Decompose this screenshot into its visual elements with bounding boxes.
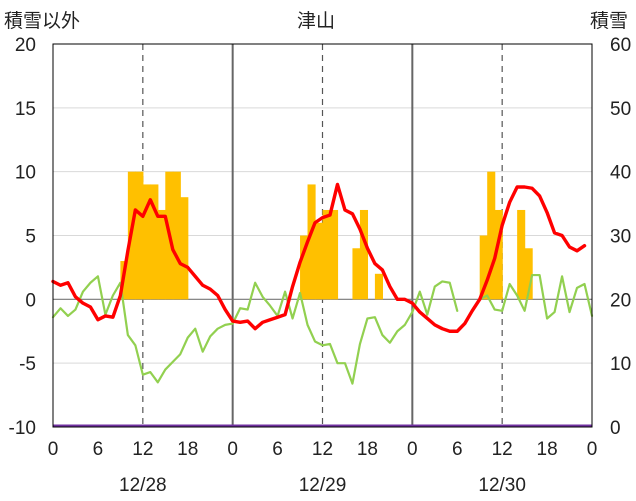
x-tick-label: 6 [93,439,104,460]
x-tick-label: 0 [587,439,598,460]
green-line [51,273,594,385]
chart-title: 津山 [297,11,336,32]
snow-bar [494,209,503,300]
x-tick-label: 12 [312,439,333,460]
x-tick-label: 18 [177,439,198,460]
snow-bar [359,209,369,300]
right-tick-label: 50 [610,99,631,120]
date-label: 12/29 [299,475,347,496]
left-tick-label: 10 [15,163,36,184]
x-tick-label: 12 [132,439,153,460]
date-label: 12/28 [119,475,167,496]
temperature-line [51,182,587,333]
snow-bar [307,184,316,300]
x-tick-label: 0 [407,439,418,460]
right-axis-ticks: 60 50 40 30 20 10 0 [610,35,631,439]
right-tick-label: 20 [610,290,631,311]
right-tick-label: 60 [610,35,631,56]
snow-bar [135,171,144,300]
snow-bar [524,248,533,300]
snow-bar [300,235,309,300]
right-tick-label: 40 [610,163,631,184]
left-axis-label: 積雪以外 [4,11,81,32]
date-labels: 12/28 12/29 12/30 [119,475,526,496]
snow-bar [479,235,488,300]
snow-bar [352,248,361,300]
left-tick-label: 20 [15,35,36,56]
x-tick-label: 6 [452,439,463,460]
date-label: 12/30 [478,475,526,496]
snow-bar [142,184,151,300]
left-tick-label: -5 [19,354,36,375]
right-axis-label: 積雪 [590,11,629,32]
left-tick-label: 5 [25,227,36,248]
x-tick-label: 18 [537,439,558,460]
snow-bar [322,209,331,300]
left-axis-ticks: 20 15 10 5 0 -5 -10 [9,35,36,439]
snow-bar [172,171,181,300]
snow-bar [315,222,324,300]
lines [51,182,594,428]
snow-bar [157,209,166,300]
snow-bar [374,273,383,300]
snow-bar [517,209,526,300]
x-tick-label: 0 [48,439,59,460]
x-tick-label: 6 [272,439,283,460]
left-tick-label: -10 [9,418,36,439]
snow-bar [180,197,189,300]
snow-bar [487,171,496,300]
right-tick-label: 30 [610,227,631,248]
snow-bar [329,209,339,300]
x-tick-label: 12 [492,439,513,460]
left-tick-label: 15 [15,99,36,120]
right-tick-label: 10 [610,354,631,375]
left-tick-label: 0 [25,290,36,311]
x-tick-label: 18 [357,439,378,460]
right-tick-label: 0 [610,418,621,439]
x-axis-ticks: 0 6 12 18 0 6 12 18 0 6 12 18 0 [48,439,598,460]
snow-bar [150,184,159,300]
plot-frame [52,43,593,428]
x-tick-label: 0 [227,439,238,460]
